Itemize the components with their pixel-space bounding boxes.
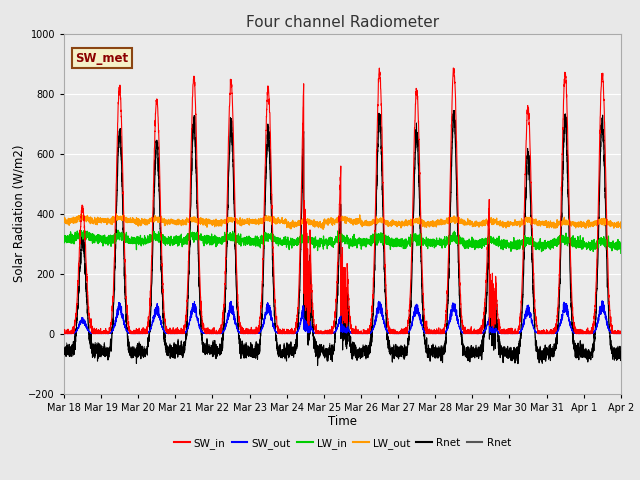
Rnet bbox=[60, 351, 68, 357]
Line: SW_out: SW_out bbox=[64, 301, 621, 334]
Rnet bbox=[450, 108, 458, 113]
Rnet bbox=[60, 349, 68, 355]
Rnet bbox=[314, 361, 321, 367]
SW_in bbox=[468, 331, 476, 336]
Rnet bbox=[468, 354, 476, 360]
LW_out bbox=[60, 219, 68, 225]
Line: LW_out: LW_out bbox=[64, 214, 621, 229]
SW_in bbox=[60, 330, 68, 336]
Text: SW_met: SW_met bbox=[75, 51, 128, 65]
LW_out bbox=[616, 221, 624, 227]
LW_in bbox=[436, 240, 444, 245]
LW_in bbox=[499, 243, 507, 249]
Rnet bbox=[451, 113, 458, 119]
SW_out bbox=[617, 331, 625, 336]
SW_in bbox=[322, 331, 330, 336]
Rnet bbox=[499, 344, 507, 350]
SW_in bbox=[499, 329, 507, 335]
SW_in bbox=[616, 329, 624, 335]
LW_in bbox=[186, 227, 193, 233]
SW_out bbox=[160, 328, 168, 334]
LW_out bbox=[161, 219, 168, 225]
SW_out bbox=[60, 331, 68, 336]
LW_out bbox=[112, 211, 120, 216]
Rnet bbox=[314, 363, 321, 369]
SW_out bbox=[598, 298, 606, 304]
SW_in bbox=[436, 331, 444, 336]
Rnet bbox=[436, 355, 444, 360]
Rnet bbox=[322, 349, 330, 355]
Line: SW_in: SW_in bbox=[64, 68, 621, 334]
Y-axis label: Solar Radiation (W/m2): Solar Radiation (W/m2) bbox=[13, 145, 26, 282]
LW_out bbox=[617, 223, 625, 228]
LW_out bbox=[322, 219, 330, 225]
SW_out bbox=[499, 330, 506, 336]
SW_out bbox=[616, 331, 624, 336]
SW_in bbox=[60, 331, 68, 336]
Legend: SW_in, SW_out, LW_in, LW_out, Rnet, Rnet: SW_in, SW_out, LW_in, LW_out, Rnet, Rnet bbox=[170, 434, 515, 453]
LW_in bbox=[617, 251, 625, 256]
Rnet bbox=[322, 350, 330, 356]
Rnet bbox=[468, 355, 476, 360]
LW_in bbox=[160, 238, 168, 243]
LW_in bbox=[467, 240, 475, 245]
Rnet bbox=[499, 345, 507, 351]
Rnet bbox=[617, 358, 625, 363]
Line: LW_in: LW_in bbox=[64, 230, 621, 253]
SW_out bbox=[436, 331, 444, 336]
Rnet bbox=[436, 355, 444, 360]
SW_in bbox=[449, 65, 457, 71]
Rnet bbox=[616, 352, 624, 358]
Line: Rnet: Rnet bbox=[64, 110, 621, 366]
Rnet bbox=[160, 330, 168, 336]
LW_out bbox=[436, 218, 444, 224]
Rnet bbox=[616, 354, 624, 360]
LW_out bbox=[319, 227, 327, 232]
SW_out bbox=[467, 331, 475, 336]
X-axis label: Time: Time bbox=[328, 415, 357, 429]
LW_out bbox=[468, 219, 476, 225]
SW_in bbox=[161, 310, 168, 315]
LW_out bbox=[499, 224, 507, 230]
Rnet bbox=[617, 356, 625, 361]
SW_in bbox=[617, 329, 625, 335]
LW_in bbox=[60, 240, 68, 246]
LW_in bbox=[322, 236, 330, 242]
Line: Rnet: Rnet bbox=[64, 116, 621, 364]
Rnet bbox=[160, 330, 168, 336]
Title: Four channel Radiometer: Four channel Radiometer bbox=[246, 15, 439, 30]
LW_in bbox=[616, 241, 624, 247]
SW_out bbox=[322, 330, 330, 336]
